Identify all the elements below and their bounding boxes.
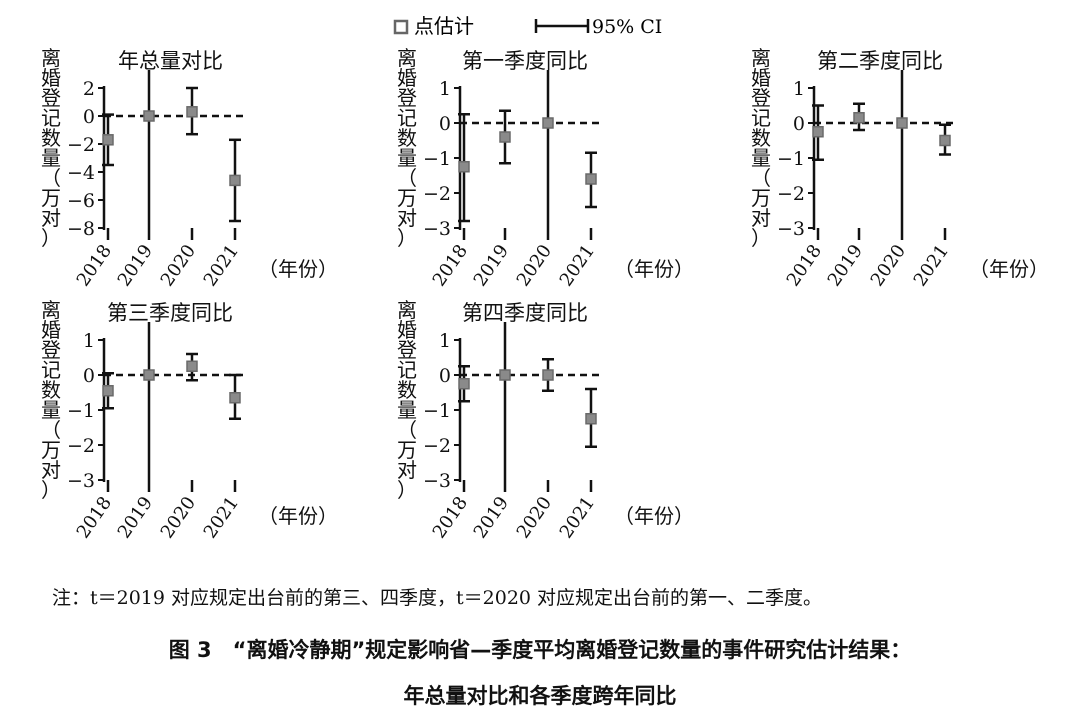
y-tick-label: 0 [439,365,451,387]
y-tick-label: −2 [423,435,451,457]
y-tick-label: −1 [423,148,451,170]
point-estimate [585,173,597,185]
point-estimate [853,112,865,124]
y-tick-label: 2 [83,78,95,100]
y-tick-label: −1 [423,400,451,422]
y-tick-label: −3 [67,470,95,492]
y-tick-label: −2 [777,183,805,205]
x-axis-unit: （年份） [258,504,338,528]
point-estimate [186,360,198,372]
x-tick-label: 2018 [73,493,116,543]
y-axis-label: 离婚登记数量（万对） [751,46,771,250]
y-tick-label: 1 [83,330,95,352]
y-tick-label: −2 [67,134,95,156]
legend-point-marker [393,19,409,35]
point-estimate [812,126,824,138]
point-estimate [585,413,597,425]
legend-ci-label: 95% CI [592,16,662,38]
point-estimate [499,369,511,381]
y-tick-label: −1 [67,400,95,422]
y-axis-label: 离婚登记数量（万对） [397,46,417,250]
figure-note: 注：t＝2019 对应规定出台前的第三、四季度，t＝2020 对应规定出台前的第… [52,587,823,609]
y-axis-label: 离婚登记数量（万对） [41,46,61,250]
panel-title: 第三季度同比 [107,301,233,325]
x-tick-label: 2020 [157,241,200,291]
x-axis-unit: （年份） [258,257,338,281]
y-tick-label: −4 [67,162,95,184]
y-tick-label: 0 [793,113,805,135]
y-tick-label: 1 [439,78,451,100]
point-estimate [143,110,155,122]
point-estimate [143,369,155,381]
panel-title: 第一季度同比 [462,49,588,73]
y-tick-label: −1 [777,148,805,170]
y-tick-label: 1 [793,78,805,100]
x-tick-label: 2018 [73,241,116,291]
x-tick-label: 2019 [114,241,157,291]
y-tick-label: −8 [67,218,95,240]
point-estimate [458,378,470,390]
point-estimate [186,106,198,118]
y-tick-label: 1 [439,330,451,352]
x-tick-label: 2020 [157,493,200,543]
x-tick-label: 2020 [867,241,910,291]
x-tick-label: 2019 [470,493,513,543]
x-tick-label: 2019 [114,493,157,543]
legend-point-label: 点估计 [414,14,474,38]
x-tick-label: 2021 [910,241,953,291]
y-tick-label: 0 [83,106,95,128]
y-tick-label: 0 [83,365,95,387]
x-tick-label: 2021 [556,493,599,543]
point-estimate [458,161,470,173]
point-estimate [102,134,114,146]
x-tick-label: 2021 [556,241,599,291]
panel-title: 年总量对比 [118,49,223,73]
point-estimate [542,369,554,381]
point-estimate [229,392,241,404]
y-tick-label: 0 [439,113,451,135]
y-axis-label: 离婚登记数量（万对） [397,298,417,502]
point-estimate [229,174,241,187]
x-tick-label: 2020 [513,493,556,543]
figure-caption-subtitle: 年总量对比和各季度跨年同比 [403,684,677,708]
y-tick-label: −6 [67,190,95,212]
y-tick-label: −3 [423,470,451,492]
x-axis-unit: （年份） [614,257,694,281]
y-axis-label: 离婚登记数量（万对） [41,298,61,502]
x-axis-unit: （年份） [969,257,1049,281]
point-estimate [542,117,554,129]
x-tick-label: 2019 [824,241,867,291]
y-tick-label: −3 [777,218,805,240]
y-tick-label: −2 [67,435,95,457]
x-tick-label: 2021 [200,241,243,291]
figure-caption: 图 3 “离婚冷静期”规定影响省—季度平均离婚登记数量的事件研究估计结果： [168,638,912,662]
panel-title: 第二季度同比 [817,49,943,73]
x-tick-label: 2018 [429,241,472,291]
point-estimate [896,117,908,129]
point-estimate [499,131,511,143]
x-tick-label: 2018 [783,241,826,291]
x-tick-label: 2021 [200,493,243,543]
x-tick-label: 2020 [513,241,556,291]
y-tick-label: −3 [423,218,451,240]
y-tick-label: −2 [423,183,451,205]
x-axis-unit: （年份） [614,504,694,528]
x-tick-label: 2018 [429,493,472,543]
point-estimate [102,385,114,397]
x-tick-label: 2019 [470,241,513,291]
panel-title: 第四季度同比 [462,301,588,325]
point-estimate [939,134,951,147]
chart-legend: 点估计 95% CI [393,14,662,38]
